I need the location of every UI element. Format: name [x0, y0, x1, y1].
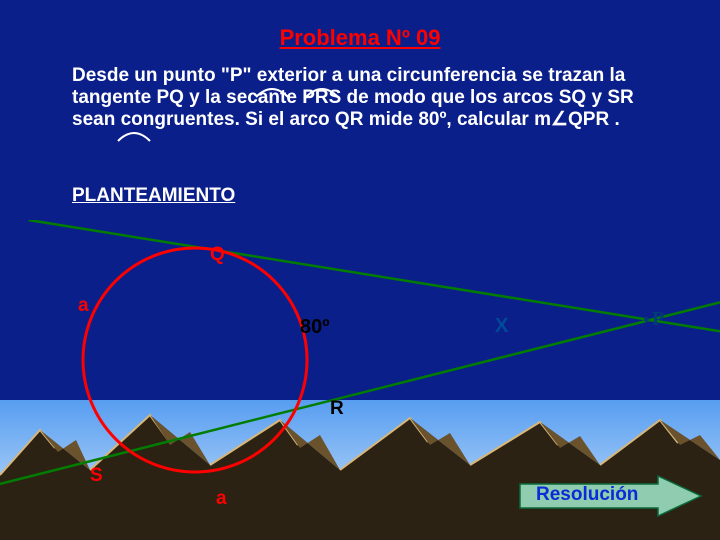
secant-line-sp [0, 302, 720, 484]
label-a-top: a [78, 295, 89, 317]
label-p: P [652, 308, 664, 331]
arc-mark-sq [254, 85, 290, 99]
label-x: X [495, 315, 508, 338]
point-p-dot [644, 317, 649, 322]
arc-mark-qr [116, 129, 152, 143]
problem-text: Desde un punto "P" exterior a una circun… [72, 65, 660, 131]
label-r: R [330, 398, 344, 420]
slide-title: Problema Nº 09 [0, 25, 720, 51]
planteamiento-heading: PLANTEAMIENTO [72, 185, 235, 207]
label-a-bottom: a [216, 488, 227, 510]
tangent-line-qp [29, 220, 720, 331]
arc-mark-sr [304, 85, 340, 99]
resolution-label[interactable]: Resolución [536, 484, 638, 506]
main-circle [83, 248, 307, 472]
label-q: Q [210, 244, 225, 266]
label-s: S [90, 465, 103, 487]
label-arc-80: 80º [300, 316, 330, 339]
